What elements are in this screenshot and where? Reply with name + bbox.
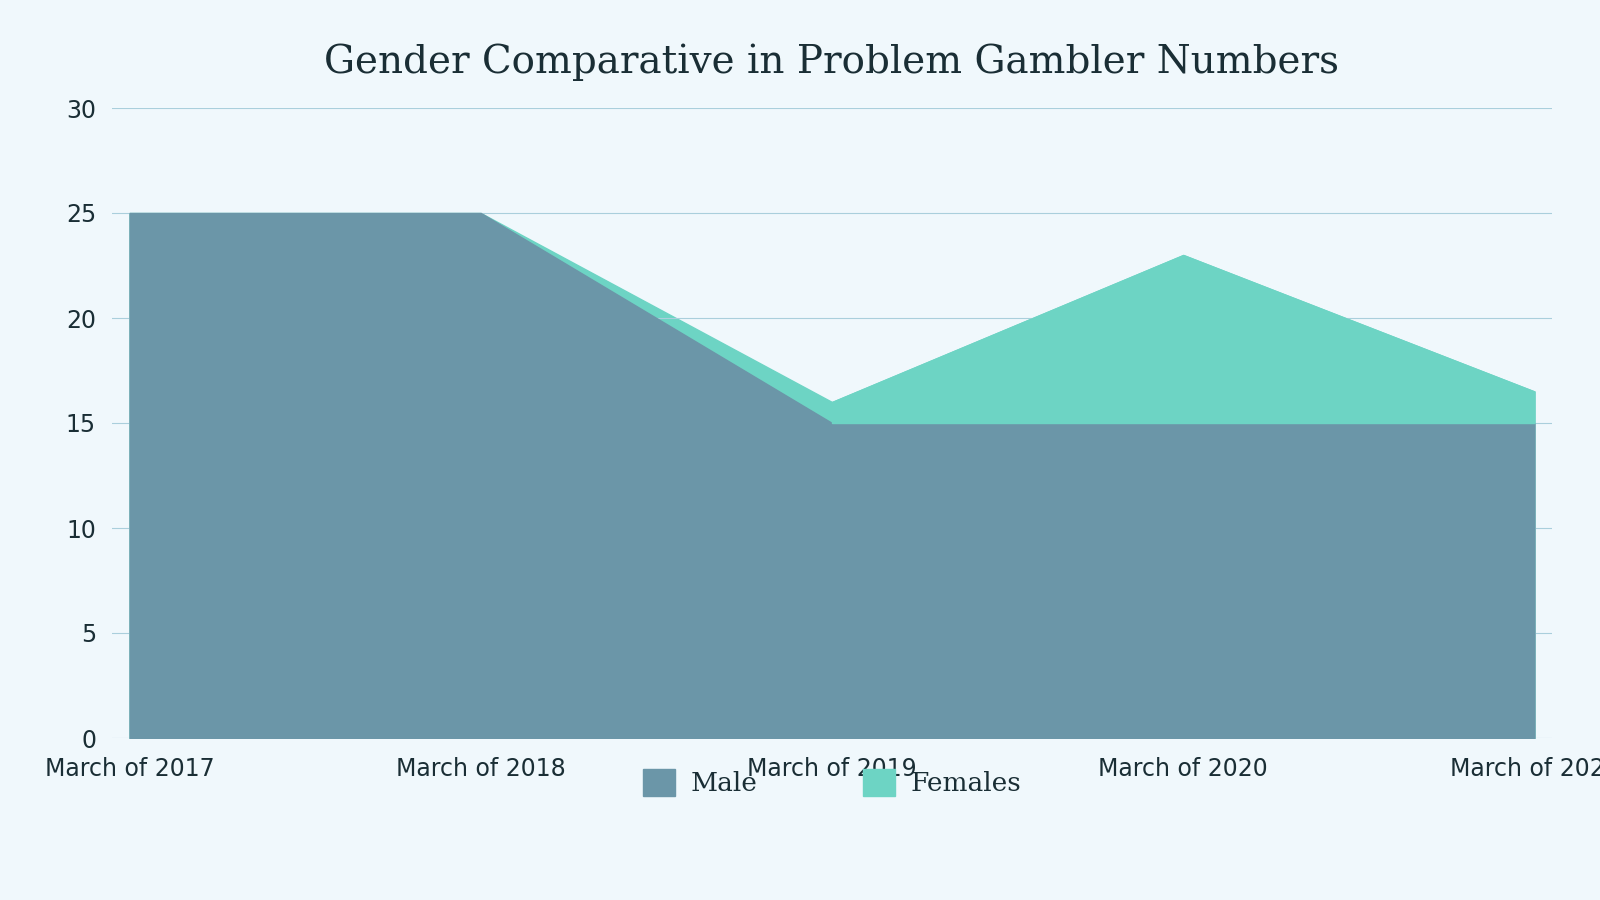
Legend: Male, Females: Male, Females [632,758,1032,806]
Title: Gender Comparative in Problem Gambler Numbers: Gender Comparative in Problem Gambler Nu… [325,44,1339,81]
